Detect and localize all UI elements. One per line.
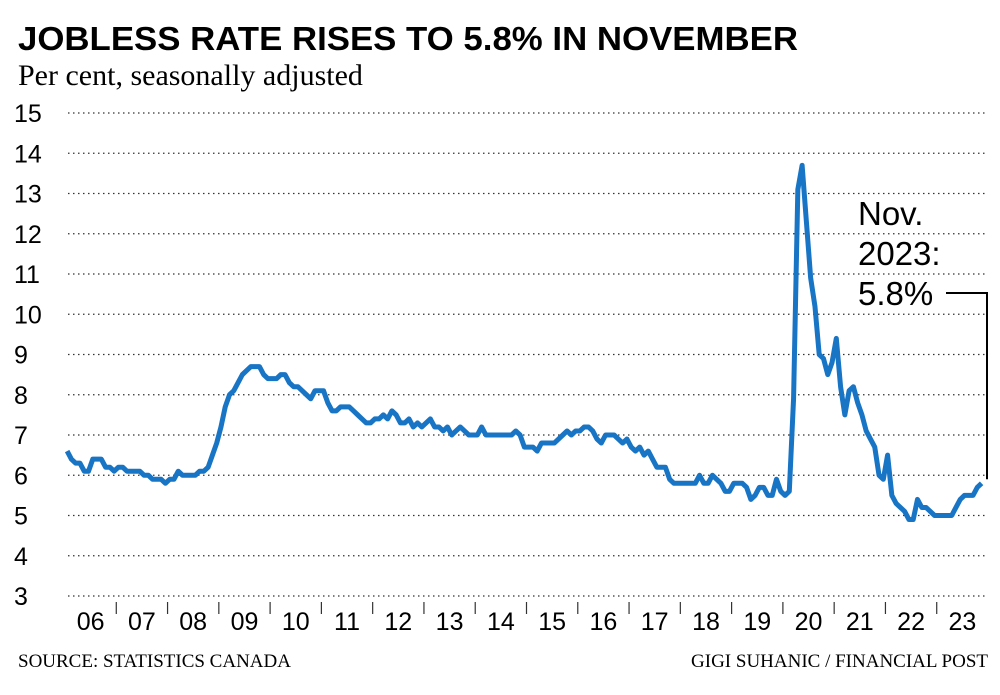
x-tick-label: 21 xyxy=(846,608,874,636)
x-tick-label: 20 xyxy=(795,608,823,636)
x-tick-label: 07 xyxy=(128,608,156,636)
x-tick-label: 06 xyxy=(77,608,105,636)
y-tick-label: 11 xyxy=(14,261,40,289)
data-line xyxy=(64,162,984,523)
y-tick-label: 15 xyxy=(14,100,42,128)
annotation: 5.8% xyxy=(858,275,933,312)
x-tick-label: 16 xyxy=(590,608,618,636)
x-tick-label: 18 xyxy=(692,608,720,636)
credit: GIGI SUHANIC / FINANCIAL POST xyxy=(691,651,988,672)
x-tick-label: 23 xyxy=(948,608,976,636)
y-tick-label: 7 xyxy=(14,422,28,450)
y-tick-label: 9 xyxy=(14,342,28,370)
y-tick-label: 4 xyxy=(14,543,28,571)
x-tick-label: 15 xyxy=(538,608,566,636)
y-tick-label: 12 xyxy=(14,221,42,249)
x-tick-label: 09 xyxy=(231,608,259,636)
chart-title: JOBLESS RATE RISES TO 5.8% IN NOVEMBER xyxy=(18,20,798,57)
x-tick-label: 12 xyxy=(384,608,412,636)
chart-subtitle: Per cent, seasonally adjusted xyxy=(18,59,363,92)
y-tick-label: 3 xyxy=(14,583,28,611)
x-tick-label: 11 xyxy=(334,608,360,636)
source: SOURCE: STATISTICS CANADA xyxy=(18,651,291,672)
y-tick-label: 6 xyxy=(14,462,28,490)
y-tick-label: 10 xyxy=(14,301,42,329)
x-tick-label: 22 xyxy=(897,608,925,636)
y-tick-label: 5 xyxy=(14,503,28,531)
y-tick-label: 8 xyxy=(14,382,28,410)
x-tick-label: 14 xyxy=(487,608,515,636)
y-tick-label: 14 xyxy=(14,140,42,168)
x-tick-label: 17 xyxy=(641,608,669,636)
x-tick-label: 19 xyxy=(743,608,771,636)
x-tick-label: 10 xyxy=(282,608,310,636)
x-tick-label: 13 xyxy=(436,608,464,636)
annotation: Nov. xyxy=(858,195,923,232)
x-tick-label: 08 xyxy=(179,608,207,636)
y-tick-label: 13 xyxy=(14,181,42,209)
annotation: 2023: xyxy=(858,235,941,272)
annotation-leader xyxy=(946,292,988,480)
